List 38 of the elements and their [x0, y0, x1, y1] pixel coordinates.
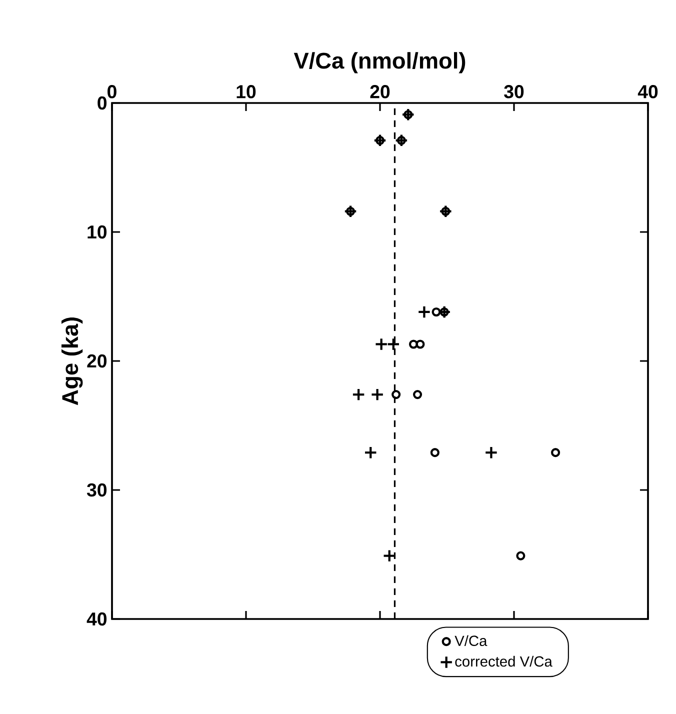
legend-label: corrected V/Ca	[455, 656, 552, 667]
y-tick-label: 10	[88, 225, 107, 239]
point	[392, 390, 401, 400]
y-tick-label: 0	[98, 96, 107, 110]
point	[412, 390, 422, 400]
point	[375, 136, 385, 145]
point	[438, 204, 452, 218]
point	[404, 110, 413, 120]
x-tick-label: 20	[370, 85, 390, 98]
point	[344, 204, 358, 218]
point	[386, 338, 400, 351]
point	[373, 134, 387, 148]
x-tick-label: 30	[504, 85, 524, 98]
point	[516, 551, 526, 560]
point	[396, 136, 406, 145]
point	[374, 338, 388, 351]
point	[484, 446, 498, 460]
point	[352, 388, 366, 402]
point	[418, 305, 431, 319]
x-tick-label: 40	[638, 85, 658, 98]
x-tick-label: 10	[236, 85, 256, 98]
y-tick-label: 30	[86, 483, 107, 497]
y-tick-label: 20	[87, 354, 107, 368]
point	[401, 108, 415, 122]
point	[346, 206, 356, 216]
point	[370, 388, 384, 402]
point	[441, 206, 450, 216]
point	[394, 134, 408, 148]
y-axis-title: Age (ka)	[61, 317, 83, 406]
x-axis-title: V/Ca (nmol/mol)	[294, 52, 466, 74]
legend-label: V/Ca	[454, 635, 488, 646]
point	[364, 446, 378, 460]
point	[430, 448, 440, 458]
point	[551, 448, 560, 458]
point	[416, 340, 425, 349]
x-tick-label: 0	[108, 85, 116, 98]
point	[408, 340, 418, 349]
y-tick-label: 40	[86, 612, 107, 626]
